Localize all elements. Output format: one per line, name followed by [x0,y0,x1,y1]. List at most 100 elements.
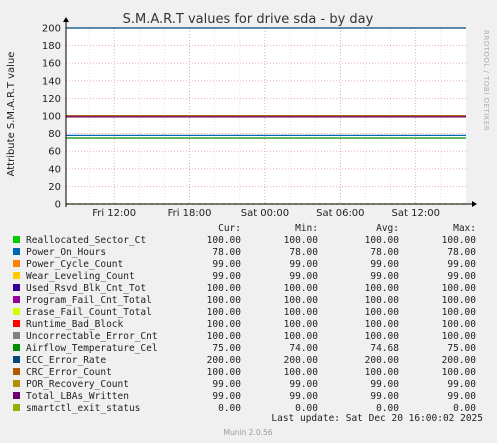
legend-swatch [13,320,20,327]
x-tick-label: Sat 00:00 [241,208,289,219]
legend-value-max: 99.00 [447,391,476,402]
legend-swatch [13,236,20,243]
legend-column-header: Avg: [376,223,399,234]
y-tick-label: 20 [48,182,61,193]
legend-value-min: 99.00 [289,379,318,390]
legend-value-max: 78.00 [447,247,476,258]
legend-value-avg: 99.00 [370,379,399,390]
legend-value-min: 99.00 [289,259,318,270]
y-tick-label: 200 [42,24,61,35]
legend-series-name: Erase_Fail_Count_Total [26,307,152,318]
legend-value-cur: 100.00 [207,235,242,246]
y-tick-labels: 0 20 40 60 80 100 120 140 160 180 200 [42,24,61,211]
legend-value-cur: 100.00 [207,295,242,306]
legend-value-cur: 100.00 [207,367,242,378]
legend-column-header: Min: [295,223,318,234]
y-tick-label: 180 [42,41,61,52]
y-tick-label: 60 [48,147,61,158]
chart-title: S.M.A.R.T values for drive sda - by day [123,12,374,27]
legend-value-min: 200.00 [284,355,319,366]
legend-value-min: 99.00 [289,271,318,282]
legend-value-max: 0.00 [453,403,476,414]
legend-value-min: 0.00 [295,403,318,414]
x-tick-label: Sat 06:00 [316,208,364,219]
legend-series-name: Reallocated_Sector_Ct [26,235,146,246]
legend-series-name: Power_On_Hours [26,247,106,258]
legend-swatch [13,368,20,375]
legend-value-cur: 78.00 [212,247,241,258]
y-axis-arrow [63,17,69,22]
legend-series-name: Power_Cycle_Count [26,259,123,270]
legend-value-cur: 99.00 [212,379,241,390]
legend-value-max: 100.00 [442,319,477,330]
legend-series-name: Wear_Leveling_Count [26,271,135,282]
legend-series-name: POR_Recovery_Count [26,379,129,390]
legend-value-avg: 100.00 [365,295,400,306]
y-tick-label: 80 [48,129,61,140]
legend-series-name: Airflow_Temperature_Cel [26,343,158,354]
legend-value-max: 100.00 [442,331,477,342]
legend-value-max: 100.00 [442,283,477,294]
legend-value-min: 100.00 [284,283,319,294]
legend-value-cur: 99.00 [212,391,241,402]
legend-value-avg: 100.00 [365,283,400,294]
legend-value-avg: 99.00 [370,271,399,282]
legend-value-max: 100.00 [442,235,477,246]
legend-value-avg: 100.00 [365,319,400,330]
legend-swatch [13,296,20,303]
legend-value-avg: 99.00 [370,391,399,402]
legend-series-name: Runtime_Bad_Block [26,319,124,330]
legend-value-min: 100.00 [284,367,319,378]
legend-value-min: 100.00 [284,307,319,318]
last-update: Last update: Sat Dec 20 16:00:02 2025 [271,413,483,424]
axes [63,17,477,207]
legend-value-max: 100.00 [442,367,477,378]
legend-value-cur: 100.00 [207,331,242,342]
y-tick-label: 140 [42,76,61,87]
legend-value-cur: 100.00 [207,283,242,294]
y-tick-label: 0 [55,200,61,211]
legend-series-name: smartctl_exit_status [26,403,140,414]
legend-value-cur: 0.00 [218,403,241,414]
legend-value-avg: 100.00 [365,331,400,342]
munin-footer: Munin 2.0.56 [223,428,272,437]
legend-swatch [13,332,20,339]
y-tick-label: 40 [48,164,61,175]
legend-swatch [13,356,20,363]
legend-value-min: 78.00 [289,247,318,258]
legend-value-avg: 78.00 [370,247,399,258]
legend-value-avg: 74.68 [370,343,399,354]
legend-value-cur: 75.00 [212,343,241,354]
legend-value-cur: 100.00 [207,307,242,318]
legend-value-max: 99.00 [447,271,476,282]
legend-swatch [13,272,20,279]
legend-value-avg: 100.00 [365,235,400,246]
legend-value-min: 74.00 [289,343,318,354]
legend-swatch [13,344,20,351]
legend-series-name: Uncorrectable_Error_Cnt [26,331,158,342]
legend-swatch [13,404,20,411]
legend-value-avg: 0.00 [376,403,399,414]
rrdtool-side-label: RRDTOOL / TOBI OETIKER [482,30,490,131]
legend-series-name: Total_LBAs_Written [26,391,129,402]
legend-table: Cur: Min: Avg: Max: Reallocated_Sector_Ct 100… [13,223,476,414]
legend-value-cur: 99.00 [212,271,241,282]
legend-value-max: 75.00 [447,343,476,354]
legend-swatch [13,392,20,399]
legend-swatch [13,308,20,315]
x-tick-label: Fri 18:00 [168,208,212,219]
legend-series-name: CRC_Error_Count [26,367,112,378]
y-tick-label: 100 [42,112,61,123]
series-lines [66,27,466,205]
legend-value-max: 99.00 [447,379,476,390]
legend-value-min: 99.00 [289,391,318,402]
legend-value-max: 100.00 [442,295,477,306]
legend-swatch [13,260,20,267]
legend-series-name: Program_Fail_Cnt_Total [26,295,152,306]
x-tick-labels: Fri 12:00 Fri 18:00 Sat 00:00 Sat 06:00 Sat … [92,208,440,219]
legend-value-min: 100.00 [284,319,319,330]
legend-value-max: 200.00 [442,355,477,366]
legend-series-name: ECC_Error_Rate [26,355,106,366]
x-tick-label: Sat 12:00 [392,208,440,219]
